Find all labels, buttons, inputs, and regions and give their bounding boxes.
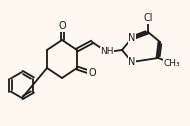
Text: Cl: Cl <box>143 13 153 23</box>
Text: N: N <box>128 33 136 43</box>
Text: O: O <box>88 68 96 78</box>
Text: N: N <box>128 57 136 67</box>
Text: CH₃: CH₃ <box>164 58 180 68</box>
Text: O: O <box>58 21 66 31</box>
Text: NH: NH <box>100 48 114 56</box>
